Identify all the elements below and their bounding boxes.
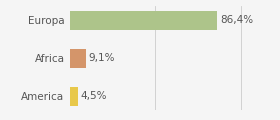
Bar (70, 49, 85, 68)
Bar (70, 87, 78, 106)
Bar (70, 11, 217, 30)
Text: 4,5%: 4,5% (80, 91, 107, 101)
Text: 9,1%: 9,1% (88, 53, 115, 63)
Text: 86,4%: 86,4% (220, 15, 253, 25)
